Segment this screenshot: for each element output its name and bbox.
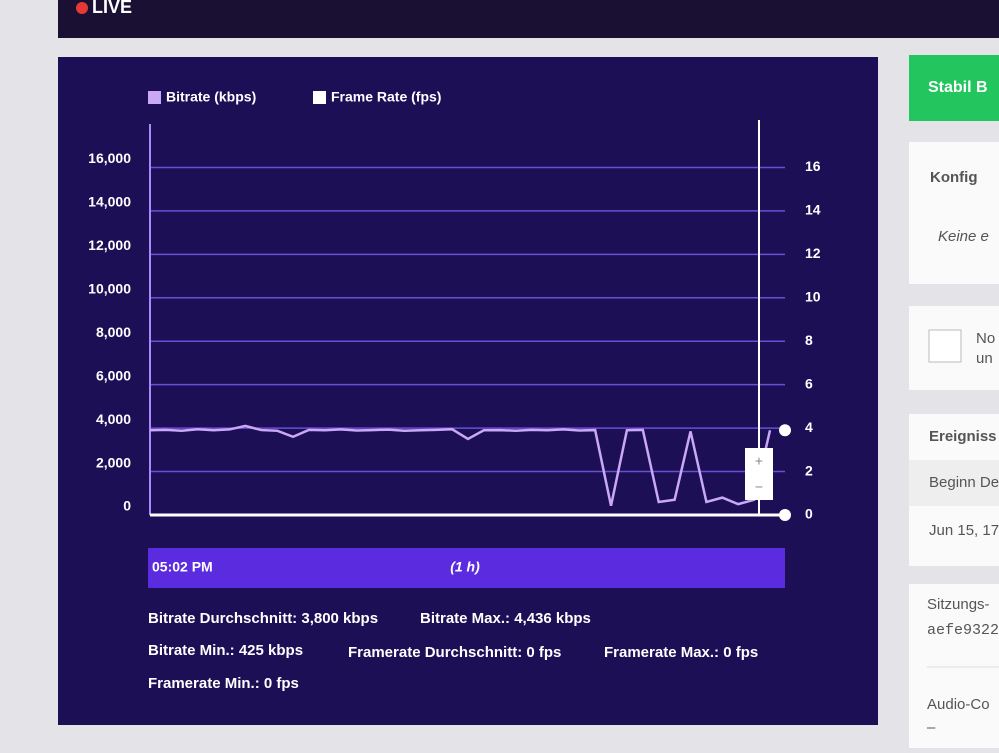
y2-tick-label: 2 xyxy=(805,462,813,478)
y2-tick-label: 4 xyxy=(805,419,813,435)
live-label: LIVE xyxy=(92,0,132,17)
y-tick-label: 12,000 xyxy=(88,237,131,253)
stat: Framerate Max.: 0 fps xyxy=(604,644,758,661)
events-header xyxy=(909,460,999,506)
stat: Bitrate Durchschnitt: 3,800 kbps xyxy=(148,610,378,627)
stat: Framerate Min.: 0 fps xyxy=(148,675,299,692)
stat: Bitrate Max.: 4,436 kbps xyxy=(420,610,591,627)
session-label: Sitzungs- xyxy=(927,596,990,613)
y-tick-label: 10,000 xyxy=(88,280,131,296)
events-col: Beginn De xyxy=(929,474,999,491)
legend-label: Frame Rate (fps) xyxy=(331,89,441,105)
chart-panel xyxy=(58,57,878,725)
audio-value: – xyxy=(927,719,936,736)
y2-tick-label: 14 xyxy=(805,202,821,218)
timeline-start: 05:02 PM xyxy=(152,559,213,575)
zoom-out: − xyxy=(755,479,763,495)
y2-tick-label: 0 xyxy=(805,506,813,522)
y2-tick-label: 12 xyxy=(805,245,821,261)
y2-tick-label: 16 xyxy=(805,158,821,174)
legend-swatch xyxy=(313,91,326,104)
session-card xyxy=(909,584,999,748)
config-title: Konfig xyxy=(930,169,977,186)
stable-button[interactable] xyxy=(909,55,999,121)
session-id: aefe9322 xyxy=(927,622,999,639)
y-tick-label: 0 xyxy=(123,498,131,514)
timeline-span: (1 h) xyxy=(450,559,480,575)
y-tick-label: 6,000 xyxy=(96,367,131,383)
check-text: un xyxy=(976,350,993,367)
stat: Framerate Durchschnitt: 0 fps xyxy=(348,644,561,661)
checkbox[interactable] xyxy=(928,329,962,363)
events-row: Jun 15, 17 xyxy=(929,522,999,539)
legend-swatch xyxy=(148,91,161,104)
stat: Bitrate Min.: 425 kbps xyxy=(148,642,303,659)
y-tick-label: 2,000 xyxy=(96,454,131,470)
audio-label: Audio-Co xyxy=(927,696,990,713)
y-tick-label: 16,000 xyxy=(88,150,131,166)
legend-label: Bitrate (kbps) xyxy=(166,89,256,105)
button-label: Stabil B xyxy=(928,79,988,96)
timeline[interactable] xyxy=(148,548,785,588)
series-end-dot xyxy=(779,424,791,437)
check-text: No xyxy=(976,330,995,347)
y-tick-label: 4,000 xyxy=(96,411,131,427)
y2-tick-label: 10 xyxy=(805,288,821,304)
events-title: Ereigniss xyxy=(929,428,997,445)
config-card xyxy=(909,142,999,284)
zoom-box[interactable] xyxy=(745,448,773,500)
config-note: Keine e xyxy=(938,228,989,245)
y2-tick-label: 6 xyxy=(805,375,813,391)
series-line xyxy=(149,424,772,507)
live-dot xyxy=(76,2,88,14)
top-bar xyxy=(58,0,999,38)
y-tick-label: 14,000 xyxy=(88,194,131,210)
zoom-in: + xyxy=(755,453,763,469)
series-end-dot xyxy=(779,509,791,521)
y2-tick-label: 8 xyxy=(805,332,813,348)
y-tick-label: 8,000 xyxy=(96,324,131,340)
